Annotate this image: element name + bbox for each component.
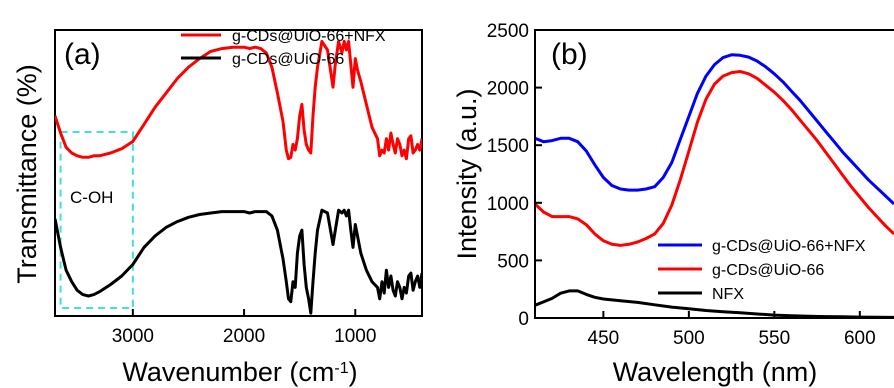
- legend-label-b-3: NFX: [712, 286, 744, 303]
- series-line-a-1: [55, 39, 422, 161]
- annotation-c-oh-label: C-OH: [70, 188, 113, 207]
- y-tick-label-b-2: 1000: [487, 194, 529, 215]
- y-tick-label-b-1: 500: [497, 251, 529, 272]
- legend-label-a-2: g-CDs@UiO-66: [232, 51, 344, 68]
- panel-b-x-ticks: 450 500 550 600: [588, 311, 876, 349]
- panel-b-x-axis-title: Wavelength (nm): [613, 357, 818, 387]
- panel-a: 3000 2000 1000 (a) C-OH g-CDs@UiO-66+NFX g…: [12, 28, 423, 387]
- x-tick-label-a-0: 3000: [112, 326, 154, 347]
- panel-a-x-axis-title: Wavenumber (cm-1): [122, 357, 357, 387]
- y-tick-label-b-3: 1500: [487, 136, 529, 157]
- x-tick-label-b-3: 600: [844, 328, 876, 349]
- x-tick-label-a-2: 1000: [334, 326, 376, 347]
- x-tick-label-b-2: 550: [758, 328, 790, 349]
- series-line-a-2: [55, 208, 422, 315]
- legend-label-b-1: g-CDs@UiO-66+NFX: [712, 238, 866, 255]
- y-tick-label-b-4: 2000: [487, 79, 529, 100]
- legend-label-a-1: g-CDs@UiO-66+NFX: [232, 28, 386, 45]
- y-tick-label-b-5: 2500: [487, 21, 529, 42]
- series-line-b-2: [535, 70, 894, 247]
- panel-b-series-group: [535, 53, 894, 318]
- panel-b-y-ticks: 0 500 1000 1500 2000 2500: [487, 21, 542, 330]
- panel-b: 450 500 550 600 0 500 1000 1500 2000 2500 (b) g-…: [452, 21, 894, 387]
- panel-a-y-axis-title: Transmittance (%): [12, 64, 42, 284]
- x-tick-label-b-0: 450: [588, 328, 620, 349]
- panel-b-y-axis-title: Intensity (a.u.): [452, 88, 482, 259]
- annotation-box-c-oh: [59, 131, 134, 309]
- panel-b-label: (b): [551, 38, 588, 71]
- legend-label-b-2: g-CDs@UiO-66: [712, 262, 824, 279]
- panel-a-series-group: [55, 39, 422, 315]
- series-line-b-1: [535, 53, 894, 206]
- x-tick-label-a-1: 2000: [223, 326, 265, 347]
- panel-a-x-ticks: 3000 2000 1000: [112, 309, 376, 347]
- panel-a-legend: g-CDs@UiO-66+NFX g-CDs@UiO-66: [181, 28, 386, 68]
- x-tick-label-b-1: 500: [673, 328, 705, 349]
- panel-a-label: (a): [64, 38, 101, 71]
- y-tick-label-b-0: 0: [518, 309, 529, 330]
- series-line-b-3: [535, 289, 894, 318]
- panel-a-plot-frame: [54, 29, 423, 317]
- panel-b-legend: g-CDs@UiO-66+NFX g-CDs@UiO-66 NFX: [658, 238, 866, 303]
